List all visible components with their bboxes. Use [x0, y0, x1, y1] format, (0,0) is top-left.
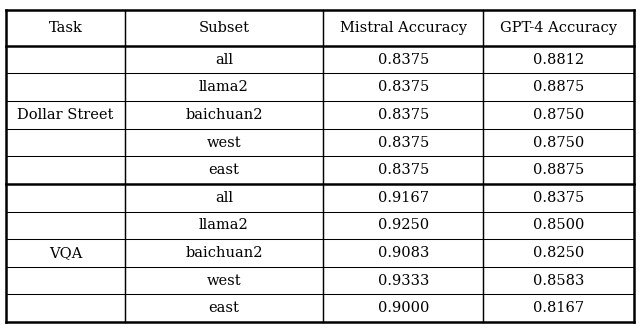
Text: 0.8375: 0.8375	[378, 135, 429, 149]
Text: east: east	[209, 163, 239, 177]
Text: 0.9333: 0.9333	[378, 274, 429, 288]
Text: 0.8375: 0.8375	[378, 53, 429, 67]
Text: west: west	[207, 274, 241, 288]
Text: 0.8250: 0.8250	[532, 246, 584, 260]
Text: 0.8583: 0.8583	[532, 274, 584, 288]
Text: 0.8375: 0.8375	[532, 191, 584, 205]
Text: 0.8875: 0.8875	[532, 163, 584, 177]
Text: llama2: llama2	[199, 80, 249, 94]
Text: 0.8750: 0.8750	[532, 108, 584, 122]
Text: Task: Task	[49, 21, 83, 35]
Text: 0.8375: 0.8375	[378, 163, 429, 177]
Text: GPT-4 Accuracy: GPT-4 Accuracy	[500, 21, 617, 35]
Text: baichuan2: baichuan2	[185, 246, 263, 260]
Text: VQA: VQA	[49, 246, 83, 260]
Text: 0.8375: 0.8375	[378, 108, 429, 122]
Text: Subset: Subset	[198, 21, 250, 35]
Text: 0.8375: 0.8375	[378, 80, 429, 94]
Text: 0.9167: 0.9167	[378, 191, 429, 205]
Text: 0.9250: 0.9250	[378, 218, 429, 232]
Text: 0.8167: 0.8167	[533, 301, 584, 315]
Text: 0.8875: 0.8875	[532, 80, 584, 94]
Text: 0.8500: 0.8500	[532, 218, 584, 232]
Text: 0.9000: 0.9000	[378, 301, 429, 315]
Text: west: west	[207, 135, 241, 149]
Text: baichuan2: baichuan2	[185, 108, 263, 122]
Text: 0.8812: 0.8812	[533, 53, 584, 67]
Text: all: all	[215, 191, 233, 205]
Text: 0.9083: 0.9083	[378, 246, 429, 260]
Text: Dollar Street: Dollar Street	[17, 108, 114, 122]
Text: all: all	[215, 53, 233, 67]
Text: llama2: llama2	[199, 218, 249, 232]
Text: Mistral Accuracy: Mistral Accuracy	[340, 21, 467, 35]
Text: east: east	[209, 301, 239, 315]
Text: 0.8750: 0.8750	[532, 135, 584, 149]
